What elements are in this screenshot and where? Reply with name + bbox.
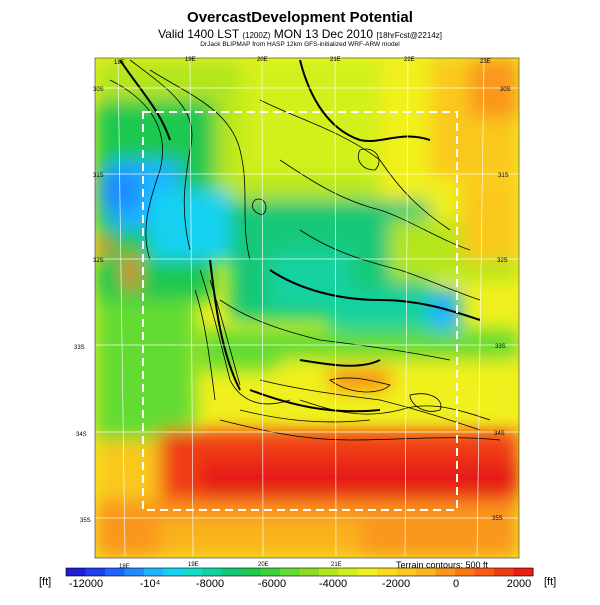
lon-label-top: 23E: [480, 59, 491, 65]
colorbar: [65, 567, 534, 577]
latlon-grid: [95, 59, 519, 557]
lat-label-right: 30S: [500, 87, 511, 93]
map-title: OvercastDevelopment Potential: [187, 9, 413, 26]
colorbar-tick-label: 2000: [506, 578, 532, 590]
colorbar-swatch: [299, 568, 320, 576]
terrain-contours: [109, 59, 501, 441]
colorbar-swatch: [338, 568, 359, 576]
colorbar-swatch: [435, 568, 456, 576]
lon-label-top: 18E: [114, 60, 125, 66]
colorbar-tick-label: -10⁴: [139, 578, 161, 590]
forecast-tag: [18hrFcst@2214z]: [376, 31, 442, 40]
lon-label-bottom: 21E: [331, 562, 342, 568]
colorbar-swatch: [241, 568, 262, 576]
overcast-contours: [119, 59, 481, 413]
inner-domain-box: [142, 111, 458, 511]
colorbar-unit-left: [ft]: [39, 576, 52, 588]
lat-label-right: 32S: [497, 258, 508, 264]
colorbar-swatch: [377, 568, 398, 576]
colorbar-tick-label: -2000: [381, 578, 411, 590]
lat-label-right: 31S: [498, 173, 509, 179]
colorbar-tick-label: -8000: [195, 578, 225, 590]
lat-label-left: 33S: [74, 345, 85, 351]
colorbar-swatch: [318, 568, 339, 576]
lon-label-bottom: 19E: [188, 562, 199, 568]
colorbar-swatch: [396, 568, 417, 576]
colorbar-swatch: [143, 568, 164, 576]
map-subtitle: Valid 1400 LST (1200Z) MON 13 Dec 2010 […: [0, 27, 600, 41]
colorbar-swatch: [474, 568, 495, 576]
lon-label-top: 21E: [330, 57, 341, 63]
colorbar-swatch: [85, 568, 106, 576]
lon-label-top: 20E: [257, 57, 268, 63]
colorbar-swatch: [260, 568, 281, 576]
colorbar-swatch: [221, 568, 242, 576]
colorbar-swatch: [163, 568, 184, 576]
valid-utc: (1200Z): [242, 31, 271, 40]
colorbar-tick-label: -4000: [318, 578, 348, 590]
colorbar-swatch: [124, 568, 145, 576]
colorbar-border: [65, 567, 534, 577]
lon-label-bottom: 18E: [119, 564, 130, 570]
colorbar-swatch: [513, 568, 534, 576]
lon-label-top: 22E: [404, 57, 415, 63]
colorbar-swatch: [104, 568, 125, 576]
colorbar-swatch: [202, 568, 223, 576]
colorbar-tick-label: 0: [452, 578, 460, 590]
colorbar-tick-label: -12000: [68, 578, 104, 590]
terrain-contour-note: Terrain contours: 500 ft: [396, 560, 489, 570]
valid-time: Valid 1400 LST: [158, 27, 240, 41]
lat-label-left: 32S: [93, 258, 104, 264]
lon-label-top: 19E: [185, 57, 196, 63]
colorbar-swatch: [357, 568, 378, 576]
lat-label-right: 35S: [492, 516, 503, 522]
lat-label-left: 34S: [76, 432, 87, 438]
colorbar-swatch: [182, 568, 203, 576]
colorbar-swatch: [494, 568, 515, 576]
colorbar-swatch: [455, 568, 476, 576]
lat-label-left: 31S: [93, 173, 104, 179]
valid-date: MON 13 Dec 2010: [273, 27, 374, 41]
lat-label-left: 30S: [93, 87, 104, 93]
lat-label-right: 34S: [494, 431, 505, 437]
map-border: [94, 57, 520, 559]
model-credit: DrJack BLIPMAP from HASP 12km GFS-initia…: [200, 41, 400, 48]
colorbar-unit-right: [ft]: [544, 576, 557, 588]
colorbar-swatch: [66, 568, 86, 576]
colorbar-tick-label: -6000: [257, 578, 287, 590]
colorbar-swatch: [416, 568, 437, 576]
lat-label-left: 35S: [80, 518, 91, 524]
lat-label-right: 33S: [495, 344, 506, 350]
lon-label-bottom: 20E: [258, 562, 269, 568]
colorbar-swatch: [280, 568, 300, 576]
